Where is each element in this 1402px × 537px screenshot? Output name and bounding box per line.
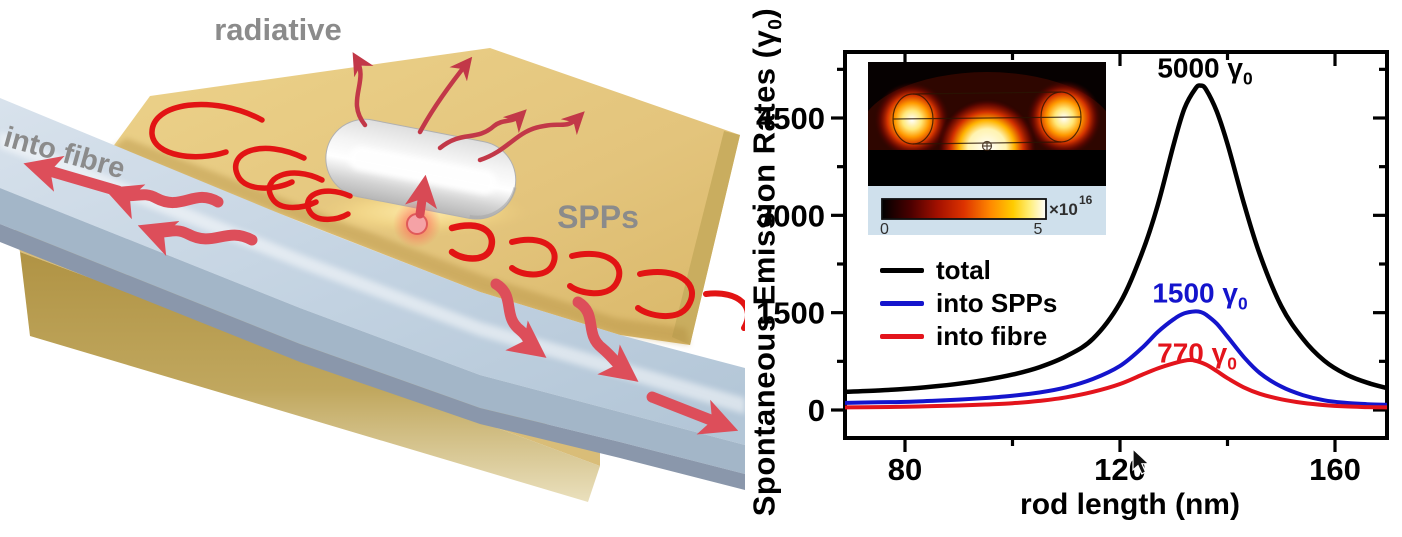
emitter-dot (393, 174, 441, 248)
x-tick-label: 80 (888, 452, 922, 487)
nanorod-wireframe (892, 91, 1082, 152)
y-tick-label: 1500 (756, 296, 825, 331)
fiber-highlight (0, 132, 745, 414)
emitter-up-arrow (404, 174, 438, 219)
colorbar-exponent: 16 (1079, 193, 1093, 207)
curve-into-fibre (845, 357, 1387, 410)
field-hotspot-right (1026, 80, 1102, 156)
nanorod-highlight (348, 146, 497, 195)
legend-item-into-spps: into SPPs (880, 288, 1058, 318)
schematic-panel: radiative into fibre SPPs (0, 12, 745, 502)
peak-annotation-total: 5000 γ0 (1157, 52, 1253, 89)
peak-annotation-into-fibre: 770 γ0 (1157, 337, 1237, 374)
fiber-waveguide (0, 98, 745, 490)
spps-label: SPPs (557, 199, 639, 235)
legend-label-into-spps: into SPPs (936, 288, 1058, 318)
x-axis-title: rod length (nm) (1020, 488, 1240, 521)
fiber-under-shadow (0, 224, 745, 490)
curve-into-spps (845, 309, 1387, 407)
plot-curves (845, 83, 1387, 410)
legend-label-total: total (936, 255, 991, 285)
y-axis-title: Spontaneous Emission Rates (γ0) (746, 8, 787, 517)
colorbar (881, 198, 1047, 220)
spp-arcs (149, 101, 745, 331)
y-tick-label: 4500 (756, 101, 825, 136)
legend-item-into-fibre: into fibre (880, 321, 1057, 351)
colorbar-max-label: 5 (1034, 221, 1043, 238)
radiative-label: radiative (214, 12, 342, 47)
plot-frame (843, 50, 1389, 440)
fiber-side-face (0, 188, 745, 474)
y-title-text: Spontaneous Emission Rates ( (746, 47, 782, 517)
colorbar-scale: ×10 (1049, 200, 1078, 219)
x-tick-label: 160 (1309, 452, 1361, 487)
gamma-subscript: 0 (765, 18, 787, 30)
legend-swatch-total (880, 267, 924, 273)
mouse-cursor (1132, 447, 1150, 475)
legend-label-into-fibre: into fibre (936, 321, 1048, 351)
peak-annotation-into-spps: 1500 γ0 (1152, 277, 1248, 314)
legend-swatch-into-fibre (880, 333, 924, 339)
gamma-symbol: γ (746, 29, 782, 48)
radiative-arrows (352, 52, 585, 163)
field-hotspot-left (874, 82, 950, 158)
fiber-arrows (23, 155, 739, 435)
y-tick-label: 3000 (756, 198, 825, 233)
emission-chart-panel: 80 120 160 0 1500 3000 4500 (745, 0, 1402, 537)
field-substrate (868, 150, 1106, 186)
curve-total (845, 83, 1387, 395)
y-title-suffix: ) (746, 7, 782, 19)
field-map-inset: ×10 16 0 5 (868, 62, 1106, 238)
legend: total into SPPs into fibre (880, 255, 1058, 351)
colorbar-min-label: 0 (880, 221, 889, 238)
gold-edge-bevel (672, 131, 740, 345)
legend-swatch-into-spps (880, 300, 924, 306)
legend-item-total: total (880, 255, 1057, 285)
y-tick-label: 0 (808, 393, 825, 428)
